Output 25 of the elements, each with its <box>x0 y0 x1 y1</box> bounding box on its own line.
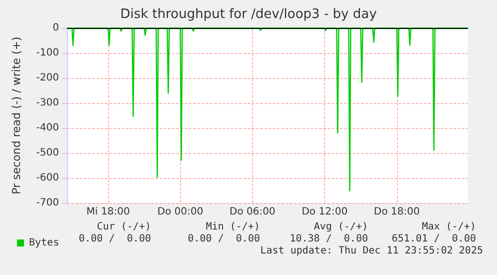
text: 10.38 / 0.00 <box>290 234 368 244</box>
y-tick-label: -200 <box>36 72 59 84</box>
y-axis-title: Pr second read (-) / write (+) <box>10 36 23 194</box>
text: Cur (-/+) <box>96 222 151 232</box>
text: 651.01 / 0.00 <box>392 234 476 244</box>
x-tick-label: Do 12:00 <box>302 206 348 218</box>
legend-label: Bytes <box>29 238 60 248</box>
y-tick-label: -300 <box>36 98 59 108</box>
x-tick-label: Do 00:00 <box>157 206 204 218</box>
x-tick-label: Do 06:00 <box>230 206 276 218</box>
text: 0.00 / 0.00 <box>78 234 151 244</box>
y-tick-label: 0 <box>52 22 59 34</box>
x-tick-label: Mi 18:00 <box>86 206 130 218</box>
text: Avg (-/+) <box>314 222 368 232</box>
text: Min (-/+) <box>206 222 260 232</box>
y-tick-label: -400 <box>36 122 59 134</box>
y-tick-label: -100 <box>36 48 59 58</box>
y-tick-label: -600 <box>36 172 59 184</box>
chart-title: Disk throughput for /dev/loop3 - by day <box>120 7 378 22</box>
text: 0.00 / 0.00 <box>188 234 260 244</box>
x-tick-label: Do 18:00 <box>374 206 420 218</box>
text: Max (-/+) <box>422 222 476 232</box>
y-tick-label: -500 <box>36 148 59 158</box>
y-tick-label: -700 <box>36 198 59 208</box>
text: Last update: Thu Dec 11 23:55:02 2025 <box>260 246 483 256</box>
